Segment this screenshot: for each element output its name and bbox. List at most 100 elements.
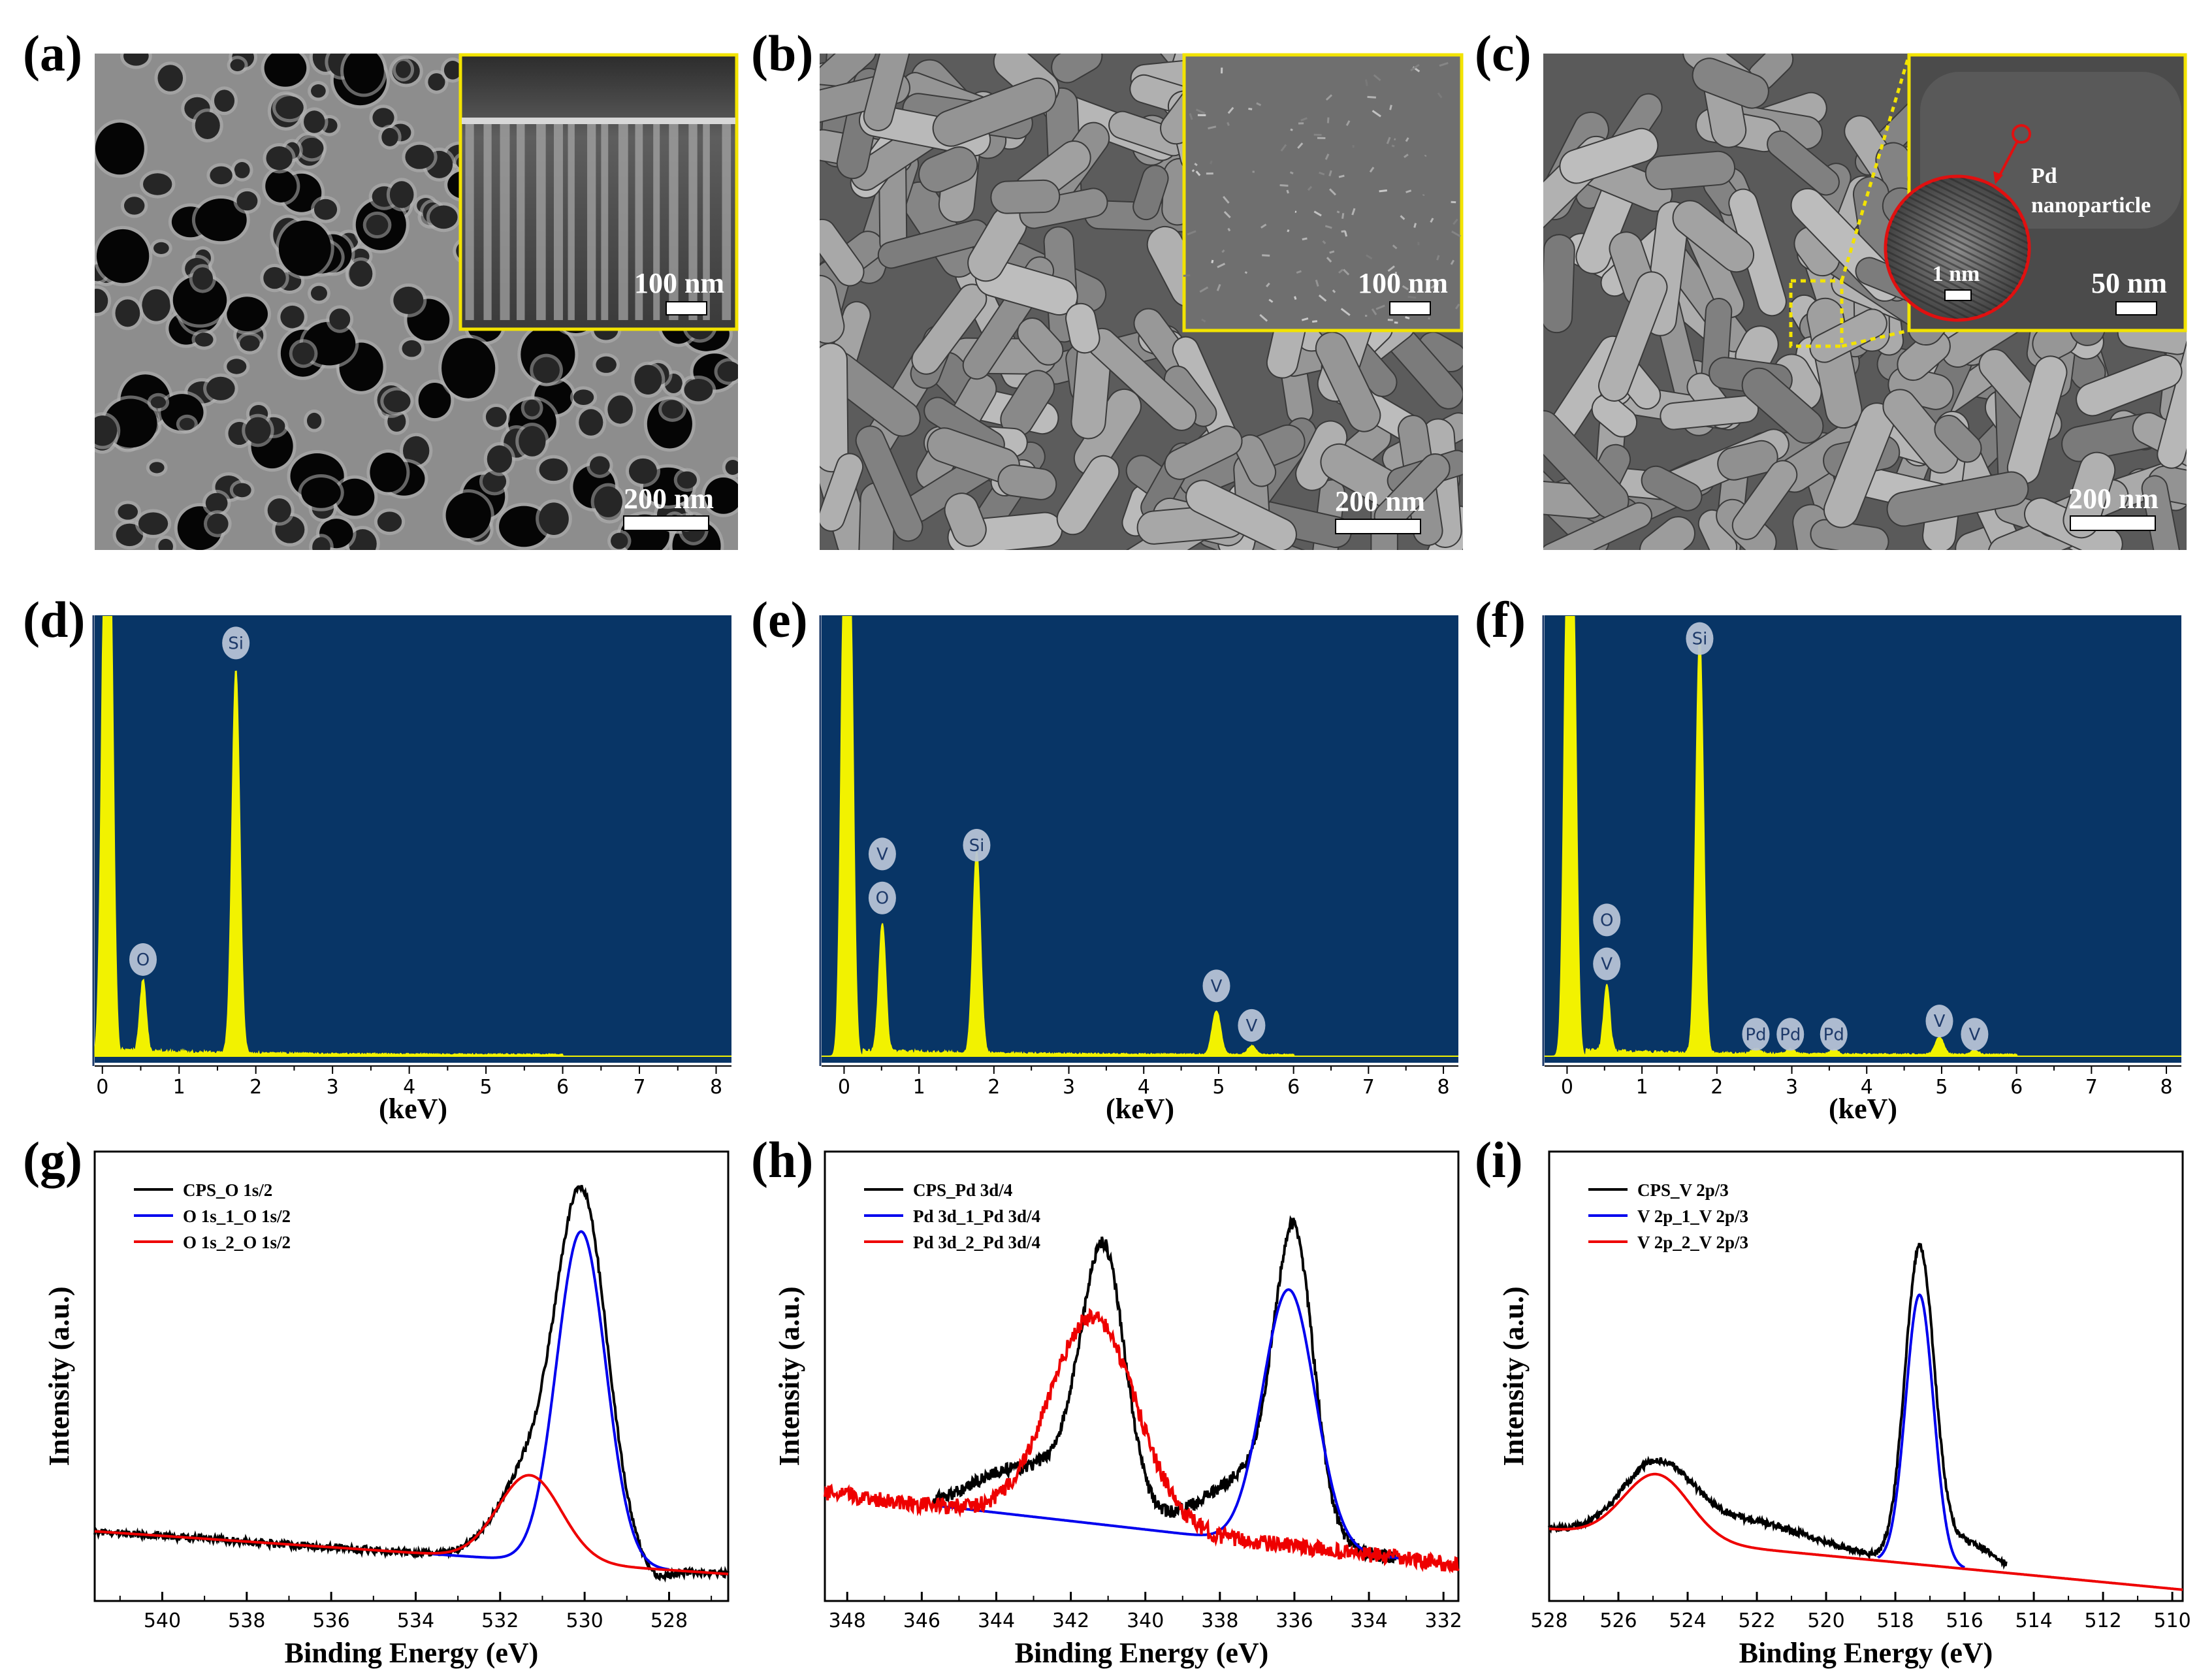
pore	[267, 498, 291, 523]
element-badge: Si	[1686, 622, 1714, 655]
pore	[205, 493, 228, 513]
lattice-fringe	[1887, 178, 2028, 236]
series-cps	[931, 1215, 1396, 1565]
pore	[306, 412, 322, 429]
inset-flake	[1366, 254, 1373, 260]
inset-flake	[1302, 237, 1308, 240]
inset-flake	[1340, 308, 1351, 316]
x-tick-label: 7	[633, 1076, 645, 1099]
nanorod	[1559, 127, 1659, 184]
inset-column	[483, 124, 492, 320]
lattice-fringe	[1887, 273, 2028, 319]
xps-plot-frame	[824, 1150, 1460, 1602]
inset-flake	[1430, 282, 1439, 289]
pore	[115, 299, 140, 327]
xps-plot-frame	[93, 1150, 730, 1602]
pore	[344, 54, 384, 94]
eds-plot-area	[822, 615, 1458, 1063]
scale-bar-b	[1335, 519, 1421, 534]
element-badge: Pd	[1820, 1018, 1848, 1051]
eds-panel-e: (e) V O Si V V 0 1 2 3 4 5 6 7 8 (keV)	[751, 591, 1458, 1125]
x-tick-label: 7	[1362, 1076, 1375, 1099]
series-fit1	[432, 1230, 669, 1571]
zoom-line-bottom	[1841, 329, 1910, 348]
element-badge: V	[1238, 1009, 1266, 1042]
inset-column	[465, 124, 474, 320]
inset-flake	[1199, 286, 1209, 293]
pore	[628, 458, 657, 484]
inset-flake	[1259, 314, 1268, 322]
series-fit1	[1876, 1293, 1965, 1569]
x-tick-label: 6	[556, 1076, 569, 1099]
pore	[150, 396, 167, 408]
x-tick-label: 8	[1437, 1076, 1450, 1099]
x-tick-label: 536	[313, 1609, 350, 1632]
x-tick-label: 338	[1201, 1609, 1238, 1632]
inset-column	[635, 124, 643, 320]
pd-arrow-head	[1993, 171, 2003, 184]
series-fit2	[94, 1474, 729, 1575]
nanorod	[1235, 434, 1277, 487]
inset-flake	[1266, 282, 1270, 287]
panel-label-c: (c)	[1475, 25, 1532, 82]
pore	[684, 378, 713, 402]
inset-flake	[1216, 283, 1221, 291]
x-tick-label: 530	[566, 1609, 603, 1632]
inset-flake	[1405, 189, 1412, 193]
badge-label: O	[136, 950, 150, 970]
pore	[377, 511, 402, 532]
pore	[445, 492, 491, 538]
eds-spectrum	[1545, 616, 2181, 1058]
pore	[405, 144, 434, 169]
x-tick-label: 8	[2160, 1076, 2173, 1099]
inset-flake	[1286, 189, 1289, 194]
pore	[300, 137, 324, 159]
inset-flake	[1311, 320, 1318, 323]
scale-label-c: 200 nm	[2068, 483, 2159, 515]
x-axis-title: (keV)	[1829, 1093, 1897, 1125]
badge-label: Pd	[1780, 1025, 1801, 1044]
series-cps	[1548, 1242, 2008, 1570]
inset-flake	[1268, 299, 1274, 303]
pore	[304, 110, 325, 133]
element-badge: Pd	[1776, 1018, 1805, 1051]
lattice-fringe	[1887, 188, 2028, 269]
badge-label: Si	[228, 634, 244, 653]
pore	[311, 84, 326, 98]
x-axis-title: Binding Energy (eV)	[285, 1637, 539, 1669]
pore	[245, 417, 271, 444]
pore	[95, 288, 108, 314]
element-badge: V	[1202, 969, 1230, 1003]
x-tick-label: 7	[2085, 1076, 2098, 1099]
nanorod	[820, 453, 864, 532]
inset-flake	[1315, 280, 1319, 287]
nanorod	[1767, 130, 1840, 196]
pore	[153, 242, 169, 254]
nanorod	[1598, 271, 1668, 402]
hrtem-scale-bar	[1944, 289, 1972, 301]
series-fit2	[1549, 1472, 2183, 1591]
legend-label: V 2p_1_V 2p/3	[1637, 1206, 1748, 1226]
scale-bar-c	[2070, 515, 2156, 531]
x-tick-label: 344	[978, 1609, 1015, 1632]
badge-bubble	[1202, 969, 1230, 1003]
nanorod	[863, 54, 922, 131]
x-tick-label: 538	[228, 1609, 265, 1632]
badge-label: V	[1211, 977, 1223, 996]
pore	[594, 486, 622, 517]
x-tick-label: 532	[481, 1609, 519, 1632]
nanorod	[918, 146, 978, 193]
inset-flake	[1404, 153, 1409, 158]
nanorod	[1692, 57, 1769, 109]
pore	[214, 89, 235, 112]
pore	[705, 477, 738, 514]
pore	[524, 399, 540, 417]
inset-column	[536, 124, 546, 320]
pore	[441, 338, 496, 398]
nanorod	[1806, 297, 1863, 429]
x-tick-label: 522	[1738, 1609, 1775, 1632]
pore	[179, 417, 195, 430]
inset-flake	[1223, 195, 1230, 204]
inset-flake	[1322, 240, 1326, 244]
